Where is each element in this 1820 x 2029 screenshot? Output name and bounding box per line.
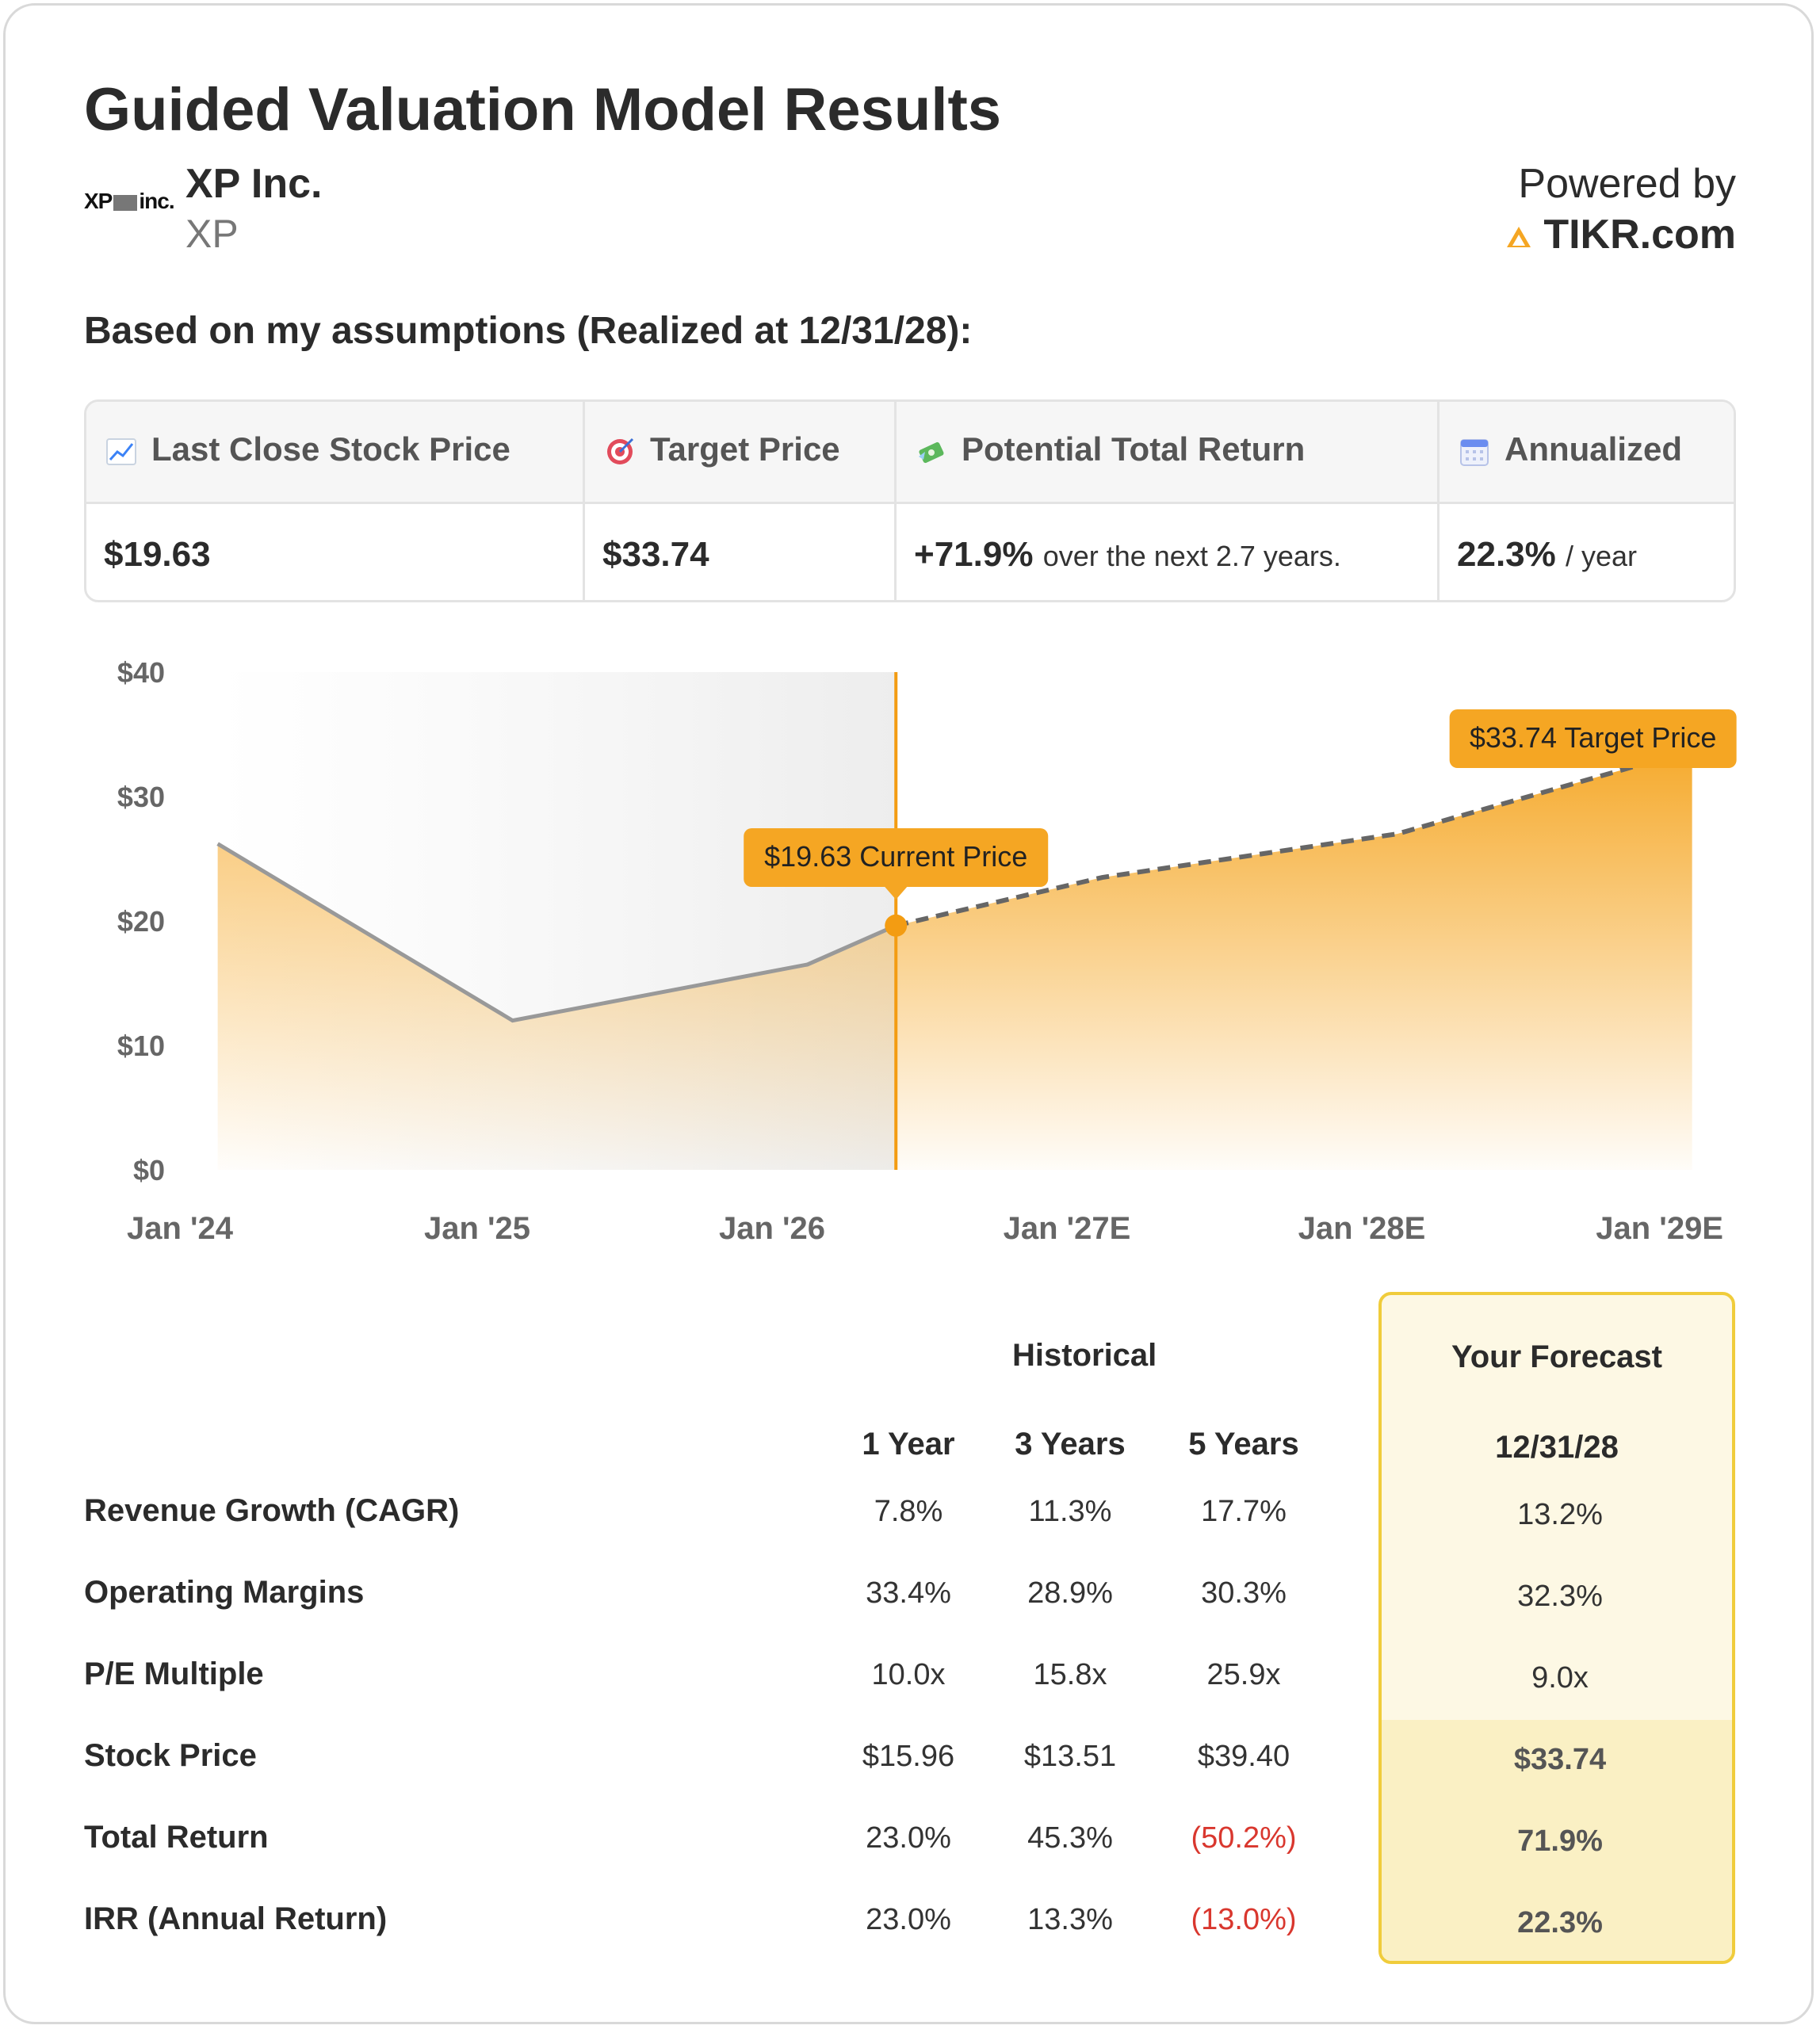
company-logo: XP inc. xyxy=(84,189,175,213)
kpi-table: Last Close Stock Price $19.63 Target Pri… xyxy=(84,399,1736,602)
cell-pe-multiple-1: 15.8x xyxy=(1033,1658,1107,1691)
kpi-label: Annualized xyxy=(1459,430,1682,468)
tikr-logo-icon xyxy=(1507,227,1531,248)
company-name: XP Inc. xyxy=(185,161,323,207)
calendar-icon xyxy=(1460,438,1489,466)
cell-revenue-growth-0: 7.8% xyxy=(874,1495,943,1528)
cell-irr-1: 13.3% xyxy=(1027,1903,1113,1936)
x-tick-label: Jan '27E xyxy=(1004,1211,1131,1246)
kpi-value: +71.9% over the next 2.7 years. xyxy=(914,535,1341,574)
forecast-total-return: 71.9% xyxy=(1517,1825,1603,1858)
page-title: Guided Valuation Model Results xyxy=(84,76,1002,143)
powered-by-label: Powered by xyxy=(1518,161,1736,207)
cell-revenue-growth-1: 11.3% xyxy=(1028,1495,1112,1528)
kpi-total-return: Potential Total Return +71.9% over the n… xyxy=(894,402,1437,600)
target-price-label-box xyxy=(1449,709,1737,768)
cell-stock-price-1: $13.51 xyxy=(1023,1740,1117,1773)
target-price-label-text: $33.74 Target Price xyxy=(1470,721,1717,754)
current-price-label-pointer xyxy=(885,887,908,900)
tikr-brand[interactable]: TIKR.com xyxy=(1505,211,1736,258)
row-label-irr: IRR (Annual Return) xyxy=(84,1901,388,1936)
cell-operating-margins-0: 33.4% xyxy=(866,1576,951,1610)
row-label-pe-multiple: P/E Multiple xyxy=(84,1656,264,1691)
current-price-label-box xyxy=(744,828,1049,887)
forecast-header: Your Forecast xyxy=(1451,1339,1662,1374)
forecast-operating-margins: 32.3% xyxy=(1517,1580,1603,1613)
kpi-value: 22.3% / year xyxy=(1457,535,1638,574)
forecast-pe-multiple: 9.0x xyxy=(1531,1661,1589,1695)
kpi-annualized: Annualized 22.3% / year xyxy=(1437,402,1734,600)
row-label-total-return: Total Return xyxy=(84,1820,269,1855)
chart-up-icon xyxy=(106,438,136,465)
historical-header: Historical xyxy=(1012,1338,1157,1373)
cell-irr-0: 23.0% xyxy=(866,1903,951,1936)
y-tick-label: $40 xyxy=(117,656,165,689)
kpi-label: Last Close Stock Price xyxy=(105,430,510,468)
cell-pe-multiple-0: 10.0x xyxy=(871,1658,946,1691)
cell-operating-margins-1: 28.9% xyxy=(1027,1576,1113,1610)
row-label-stock-price: Stock Price xyxy=(84,1738,257,1773)
cell-pe-multiple-2: 25.9x xyxy=(1206,1658,1281,1691)
x-tick-label: Jan '28E xyxy=(1298,1211,1426,1246)
target-icon xyxy=(607,438,634,464)
kpi-value: $33.74 xyxy=(602,535,709,574)
forecast-stock-price: $33.74 xyxy=(1513,1743,1607,1776)
forecast-line xyxy=(895,747,1693,928)
x-tick-label: Jan '24 xyxy=(127,1211,234,1246)
historical-area xyxy=(217,843,897,1170)
forecast-date: 12/31/28 xyxy=(1495,1430,1619,1465)
y-tick-label: $30 xyxy=(117,781,165,813)
current-price-label-text: $19.63 Current Price xyxy=(764,840,1027,873)
y-tick-label: $20 xyxy=(117,905,165,938)
cell-stock-price-0: $15.96 xyxy=(862,1740,955,1773)
forecast-revenue-growth: 13.2% xyxy=(1517,1498,1603,1531)
current-price-point xyxy=(885,914,908,937)
forecast-panel: Your Forecast 12/31/28 13.2% 32.3% 9.0x … xyxy=(1378,1292,1735,1964)
row-label-revenue-growth: Revenue Growth (CAGR) xyxy=(84,1493,460,1528)
kpi-header-row xyxy=(86,402,1734,504)
cell-irr-2: (13.0%) xyxy=(1191,1903,1297,1936)
y-tick-label: $0 xyxy=(133,1154,165,1186)
company-ticker: XP xyxy=(185,212,239,256)
x-tick-label: Jan '25 xyxy=(424,1211,530,1246)
cell-total-return-2: (50.2%) xyxy=(1191,1821,1297,1855)
money-wings-icon xyxy=(919,441,944,463)
kpi-label: Potential Total Return xyxy=(916,430,1305,468)
y-tick-label: $10 xyxy=(117,1030,165,1062)
kpi-last-close: Last Close Stock Price $19.63 xyxy=(86,402,583,600)
forecast-highlight xyxy=(1382,1720,1732,1961)
forecast-area xyxy=(896,750,1692,1170)
cell-revenue-growth-2: 17.7% xyxy=(1201,1495,1287,1528)
x-tick-label: Jan '29E xyxy=(1596,1211,1723,1246)
historical-line xyxy=(216,842,897,1023)
cell-stock-price-2: $39.40 xyxy=(1197,1740,1290,1773)
cell-total-return-1: 45.3% xyxy=(1027,1821,1113,1855)
forecast-irr: 22.3% xyxy=(1517,1906,1603,1939)
row-label-operating-margins: Operating Margins xyxy=(84,1575,365,1610)
assumptions-subtitle: Based on my assumptions (Realized at 12/… xyxy=(84,310,973,352)
kpi-label: Target Price xyxy=(604,430,840,468)
kpi-value: $19.63 xyxy=(104,535,211,574)
cell-total-return-0: 23.0% xyxy=(866,1821,951,1855)
kpi-target-price: Target Price $33.74 xyxy=(583,402,894,600)
price-chart: $0 $10 $20 $30 $40 Jan '24 Jan '25 Jan '26 Jan '… xyxy=(117,656,1737,1246)
cell-operating-margins-2: 30.3% xyxy=(1201,1576,1287,1610)
x-tick-label: Jan '26 xyxy=(719,1211,825,1246)
